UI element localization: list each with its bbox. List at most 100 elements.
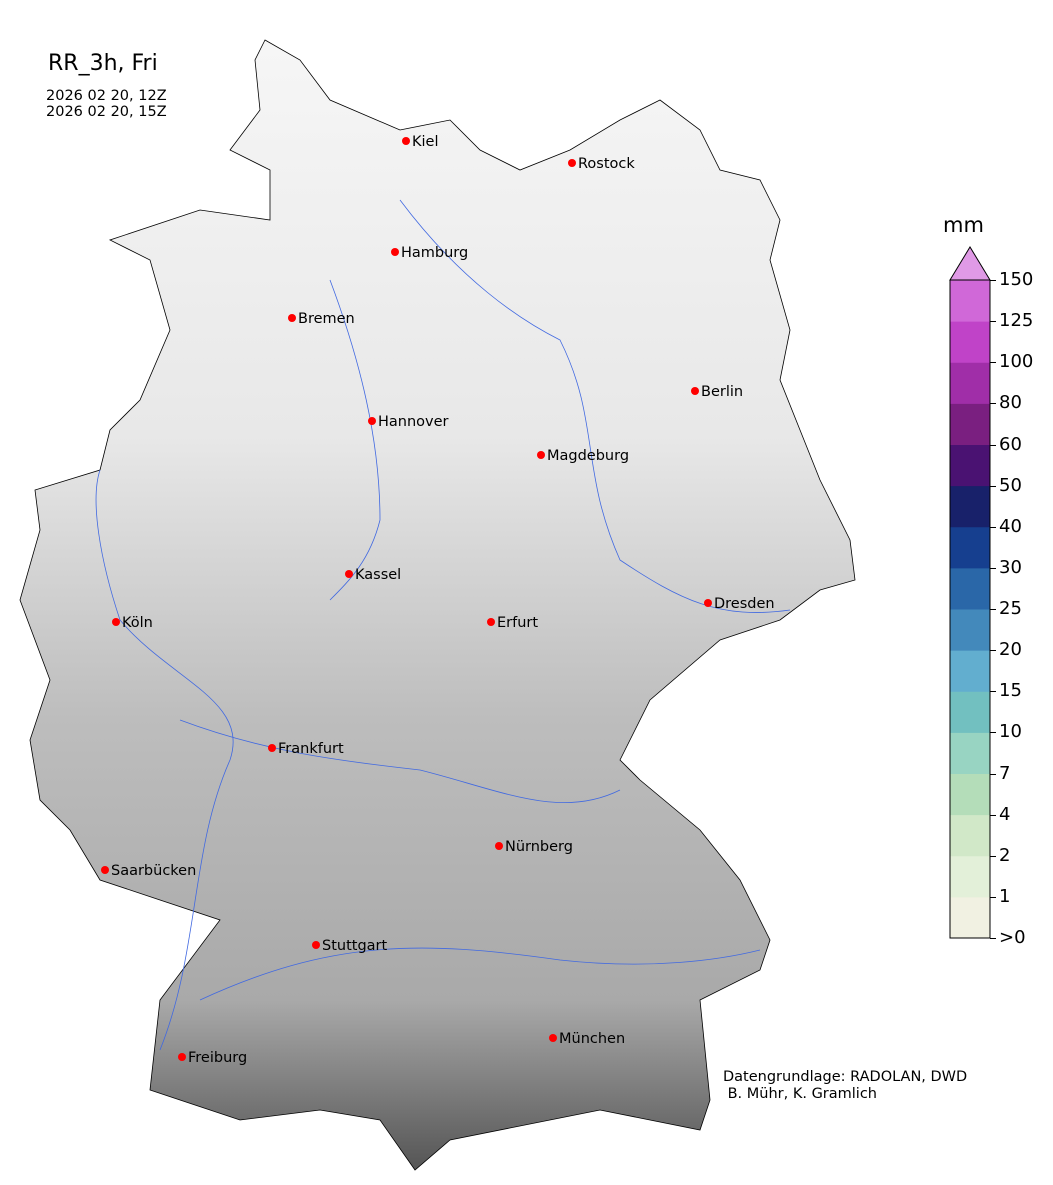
city-berlin: Berlin [691, 384, 743, 400]
colorbar-segment [950, 362, 990, 404]
city-frankfurt: Frankfurt [268, 741, 344, 757]
colorbar-segment [950, 609, 990, 651]
colorbar-tick [990, 362, 996, 364]
city-rostock: Rostock [568, 156, 635, 172]
colorbar-segment [950, 732, 990, 774]
colorbar-segment [950, 773, 990, 816]
city-marker [178, 1053, 186, 1061]
city-label: Magdeburg [547, 448, 629, 464]
colorbar-tick-label: 40 [999, 515, 1022, 537]
colorbar-tick-label: 25 [999, 598, 1022, 619]
city-marker [101, 866, 109, 874]
colorbar-tick-label: 80 [999, 392, 1022, 414]
city-saarbücken: Saarbücken [101, 863, 196, 879]
city-label: Nürnberg [505, 839, 573, 855]
city-freiburg: Freiburg [178, 1050, 247, 1066]
city-label: Erfurt [497, 615, 538, 631]
colorbar-tick-label: 2 [999, 844, 1011, 866]
colorbar-tick-label: 1 [999, 885, 1011, 907]
colorbar-tick-label: 15 [999, 680, 1022, 702]
city-label: Kassel [355, 567, 401, 583]
colorbar-tick-label: 125 [999, 310, 1034, 332]
colorbar-tick [990, 650, 996, 652]
city-erfurt: Erfurt [487, 615, 538, 631]
city-marker [487, 618, 495, 626]
city-label: München [559, 1031, 625, 1047]
colorbar-segment [950, 280, 990, 322]
colorbar-extend-arrow [949, 246, 991, 281]
data-source-credit: Datengrundlage: RADOLAN, DWD B. Mühr, K.… [723, 1069, 968, 1102]
city-label: Bremen [298, 311, 355, 327]
city-label: Freiburg [188, 1050, 247, 1066]
city-label: Dresden [714, 596, 775, 612]
city-hannover: Hannover [368, 414, 449, 430]
city-kiel: Kiel [402, 134, 439, 150]
city-marker [391, 248, 399, 256]
city-marker [691, 387, 699, 395]
colorbar-tick-label: 150 [999, 269, 1034, 290]
colorbar-tick [990, 938, 996, 939]
city-label: Frankfurt [278, 741, 344, 757]
valid-from: 2026 02 20, 12Z [46, 88, 167, 104]
city-marker [495, 842, 503, 850]
city-label: Kiel [412, 134, 439, 150]
city-label: Köln [122, 615, 153, 631]
colorbar-tick [990, 691, 996, 693]
colorbar-tick-label: >0 [999, 927, 1026, 948]
city-münchen: München [549, 1031, 625, 1047]
colorbar-unit: mm [943, 213, 984, 237]
colorbar-segment [950, 896, 990, 939]
colorbar-tick-label: 60 [999, 433, 1022, 455]
city-label: Stuttgart [322, 938, 388, 954]
colorbar-segment [950, 485, 990, 528]
city-marker [568, 159, 576, 167]
colorbar-tick [990, 485, 996, 487]
city-marker [537, 451, 545, 459]
city-marker [704, 599, 712, 607]
colorbar-tick [990, 814, 996, 816]
city-label: Hamburg [401, 245, 468, 261]
colorbar-tick [990, 526, 996, 528]
rivers [95, 199, 791, 1051]
city-marker [345, 570, 353, 578]
colorbar-tick-label: 7 [999, 762, 1011, 784]
map-title: RR_3h, Fri [48, 51, 158, 76]
colorbar-tick-label: 50 [999, 474, 1022, 496]
germany-outline [19, 39, 856, 1171]
city-marker [368, 417, 376, 425]
colorbar-segment [950, 526, 990, 569]
city-magdeburg: Magdeburg [537, 448, 629, 464]
city-bremen: Bremen [288, 311, 355, 327]
colorbar-tick [990, 609, 996, 610]
colorbar-segment [950, 855, 990, 898]
city-hamburg: Hamburg [391, 245, 468, 261]
colorbar-tick [990, 855, 996, 857]
city-dresden: Dresden [704, 596, 775, 612]
colorbar-tick-label: 4 [999, 803, 1011, 825]
city-marker [402, 137, 410, 145]
colorbar-segment [950, 814, 990, 857]
city-marker [312, 941, 320, 949]
colorbar-segment [950, 650, 990, 692]
colorbar-segment [950, 321, 990, 363]
city-nürnberg: Nürnberg [495, 839, 573, 855]
valid-to: 2026 02 20, 15Z [46, 104, 167, 120]
colorbar-tick [990, 773, 996, 775]
city-label: Saarbücken [111, 863, 196, 879]
colorbar-tick [990, 280, 996, 281]
colorbar-segment [950, 403, 990, 445]
colorbar-tick [990, 732, 996, 734]
colorbar-tick-label: 10 [999, 721, 1022, 743]
colorbar-tick [990, 444, 996, 446]
city-label: Berlin [701, 384, 743, 400]
city-marker [549, 1034, 557, 1042]
colorbar-tick [990, 403, 996, 405]
colorbar-tick-label: 20 [999, 639, 1022, 661]
city-marker [288, 314, 296, 322]
city-label: Rostock [578, 156, 635, 172]
colorbar-tick [990, 321, 996, 323]
colorbar-tick [990, 567, 996, 569]
city-marker [112, 618, 120, 626]
city-stuttgart: Stuttgart [312, 938, 388, 954]
